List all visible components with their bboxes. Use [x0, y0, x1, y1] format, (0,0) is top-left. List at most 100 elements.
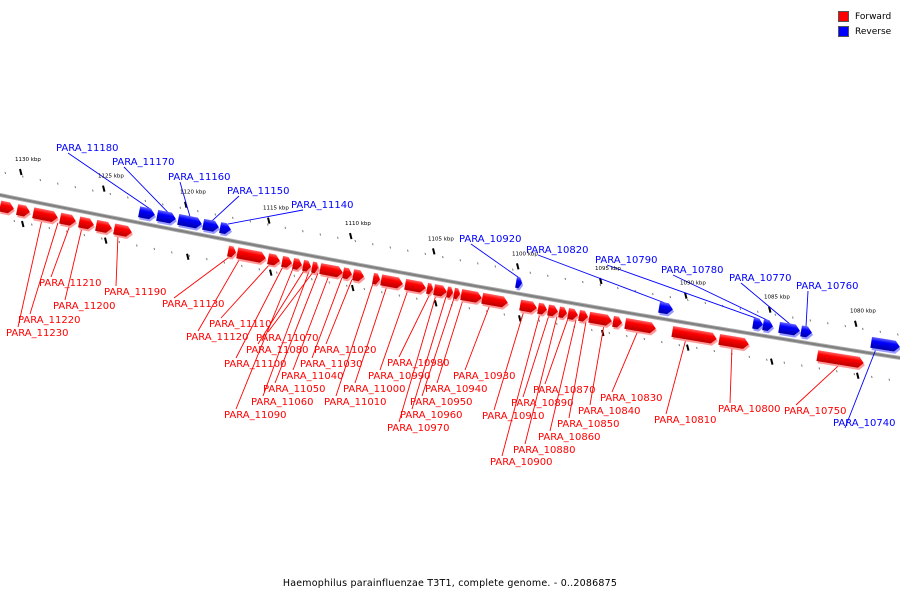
gene-arrow-para-10950[interactable] [453, 287, 463, 302]
gene-label[interactable]: PARA_10860 [538, 432, 600, 443]
gene-arrow-para-10780[interactable] [762, 319, 775, 334]
gene-arrow-para-11050[interactable] [319, 263, 345, 280]
gene-arrow-para-11190[interactable] [113, 223, 135, 240]
gene-label[interactable]: PARA_11180 [56, 143, 118, 154]
gene-arrow-para-11210[interactable] [32, 207, 61, 225]
gene-arrow-para-11110[interactable] [267, 253, 283, 268]
gene-label[interactable]: PARA_10910 [482, 411, 544, 422]
gene-arrow-para-11230[interactable] [0, 200, 16, 217]
gene-arrow-para-11180[interactable] [138, 206, 158, 222]
gene-arrow-para-10740[interactable] [870, 336, 900, 355]
gene-arrow-para-11120[interactable] [236, 247, 268, 265]
gene-arrow-para-10990[interactable] [404, 278, 428, 296]
gene-label[interactable]: PARA_10790 [595, 255, 657, 266]
gene-label[interactable]: PARA_11030 [300, 359, 362, 370]
gene-arrow-para-10830[interactable] [624, 317, 658, 336]
gene-arrow-para-11040[interactable] [342, 267, 355, 282]
gene-label[interactable]: PARA_10810 [654, 415, 716, 426]
gene-label[interactable]: PARA_11090 [224, 410, 286, 421]
gene-arrow-para-10840[interactable] [612, 315, 625, 331]
gene-label[interactable]: PARA_11100 [224, 359, 286, 370]
gene-label[interactable]: PARA_11120 [186, 332, 248, 343]
gene-arrow-para-10930[interactable] [481, 292, 510, 311]
gene-label[interactable]: PARA_11210 [39, 278, 101, 289]
gene-arrow-para-10790[interactable] [752, 317, 765, 333]
gene-label[interactable]: PARA_10950 [410, 397, 472, 408]
gene-label[interactable]: PARA_10960 [400, 410, 462, 421]
gene-label[interactable]: PARA_11190 [104, 287, 166, 298]
gene-label[interactable]: PARA_11020 [314, 345, 376, 356]
gene-arrow-para-11080[interactable] [302, 259, 314, 275]
gene-label[interactable]: PARA_10820 [526, 245, 588, 256]
gene-arrow-para-11100[interactable] [281, 255, 295, 271]
gene-arrow-para-11090[interactable] [292, 257, 305, 273]
gene-label[interactable]: PARA_10750 [784, 406, 846, 417]
gene-label[interactable]: PARA_10980 [387, 358, 449, 369]
gene-label[interactable]: PARA_10900 [490, 457, 552, 468]
gene-label[interactable]: PARA_11070 [256, 333, 318, 344]
gene-label[interactable]: PARA_10830 [600, 393, 662, 404]
gene-label[interactable]: PARA_11010 [324, 397, 386, 408]
gene-label[interactable]: PARA_10870 [533, 385, 595, 396]
gene-label[interactable]: PARA_10920 [459, 234, 521, 245]
gene-label[interactable]: PARA_10930 [453, 371, 515, 382]
gene-label[interactable]: PARA_10740 [833, 418, 895, 429]
gene-arrow-para-11190[interactable] [78, 216, 97, 233]
gene-label[interactable]: PARA_11150 [227, 186, 289, 197]
gene-arrow-para-10880[interactable] [558, 306, 570, 321]
gene-label[interactable]: PARA_10990 [368, 371, 430, 382]
gene-arrow-para-10770[interactable] [778, 321, 802, 338]
gene-label[interactable]: PARA_10970 [387, 423, 449, 434]
gene-arrow-para-10820[interactable] [658, 301, 675, 317]
gene-label[interactable]: PARA_11220 [18, 315, 80, 326]
gene-arrow-para-10890[interactable] [547, 304, 561, 320]
gene-label[interactable]: PARA_11050 [263, 384, 325, 395]
gene-arrow-para-11130[interactable] [227, 245, 239, 261]
gene-label[interactable]: PARA_10940 [425, 384, 487, 395]
gene-label[interactable]: PARA_11140 [291, 200, 353, 211]
gene-arrow-para-10860[interactable] [578, 309, 591, 325]
gene-arrow-para-10750[interactable] [816, 350, 866, 371]
gene-arrow-para-10870[interactable] [567, 308, 581, 323]
gene-label[interactable]: PARA_11200 [53, 301, 115, 312]
gene-arrow-para-11000[interactable] [380, 274, 405, 291]
gene-arrow-para-10910[interactable] [519, 299, 539, 316]
gene-label[interactable]: PARA_11160 [168, 172, 230, 183]
gene-label[interactable]: PARA_11130 [162, 299, 224, 310]
gene-label[interactable]: PARA_10840 [578, 406, 640, 417]
gene-arrow-para-10810[interactable] [671, 326, 719, 347]
gene-arrow-para-11170[interactable] [156, 209, 179, 227]
gene-label[interactable]: PARA_10880 [513, 445, 575, 456]
gene-label[interactable]: PARA_11170 [112, 157, 174, 168]
gene-arrow-para-11060[interactable] [312, 261, 321, 276]
gene-label[interactable]: PARA_10800 [718, 404, 780, 415]
gene-arrow-para-11160[interactable] [177, 214, 205, 232]
gene-arrow-para-10800[interactable] [718, 333, 751, 352]
gene-label[interactable]: PARA_10890 [511, 398, 573, 409]
gene-label[interactable]: PARA_11000 [343, 384, 405, 395]
gene-label[interactable]: PARA_10770 [729, 273, 791, 284]
gene-label[interactable]: PARA_11060 [251, 397, 313, 408]
gene-arrow-para-10940[interactable] [460, 289, 484, 306]
gene-label[interactable]: PARA_11040 [281, 371, 343, 382]
gene-label[interactable]: PARA_10850 [557, 419, 619, 430]
gene-arrow-para-10760[interactable] [800, 325, 814, 341]
gene-arrow-para-11220[interactable] [16, 204, 33, 220]
gene-label[interactable]: PARA_10780 [661, 265, 723, 276]
gene-arrow-para-11190[interactable] [95, 219, 115, 236]
gene-label[interactable]: PARA_11230 [6, 328, 68, 339]
gene-arrow-para-10960[interactable] [446, 286, 456, 301]
gene-arrow-para-10920[interactable] [515, 276, 525, 291]
gene-arrow-para-10900[interactable] [537, 302, 550, 318]
gene-arrow-para-11020[interactable] [353, 269, 367, 284]
gene-arrow-para-10850[interactable] [588, 311, 614, 329]
gene-arrow-para-11150[interactable] [202, 218, 222, 235]
gene-arrow-para-10970[interactable] [433, 284, 450, 299]
gene-arrow-para-10980[interactable] [426, 282, 436, 297]
gene-arrow-para-11140[interactable] [219, 222, 234, 237]
gene-arrow-para-11010[interactable] [372, 272, 383, 287]
gene-label[interactable]: PARA_11110 [209, 319, 271, 330]
gene-arrow-para-11200[interactable] [59, 212, 79, 229]
gene-label[interactable]: PARA_10760 [796, 281, 858, 292]
gene-label[interactable]: PARA_11080 [246, 345, 308, 356]
